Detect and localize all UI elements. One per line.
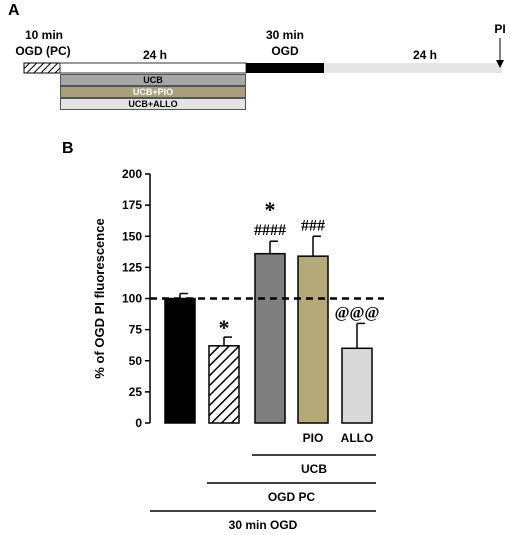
group-label-ucb: UCB xyxy=(301,462,327,476)
x-category-label: ALLO xyxy=(341,431,374,445)
timeline-rest2-segment xyxy=(324,63,502,73)
y-tick-label: 75 xyxy=(129,323,143,337)
pi-arrow-head xyxy=(496,60,504,68)
group-label-ogd-pc: OGD PC xyxy=(268,490,316,504)
timeline-ogd-segment xyxy=(246,63,324,73)
ogd-title-line1: 30 min xyxy=(265,28,304,42)
y-axis-title: % of OGD PI fluorescence xyxy=(92,218,107,378)
y-tick-label: 200 xyxy=(122,167,142,181)
bar-2 xyxy=(254,252,286,424)
panel-b-letter: B xyxy=(62,140,74,157)
bar-0 xyxy=(164,297,196,424)
y-tick-label: 125 xyxy=(122,260,142,274)
interval2-label: 24 h xyxy=(412,48,437,62)
bar-3 xyxy=(297,255,329,424)
treatment-bar-ucb-allo: UCB+ALLO xyxy=(60,98,246,110)
interval1-label: 24 h xyxy=(142,48,167,62)
y-tick-label: 50 xyxy=(129,354,143,368)
significance-marker: ### xyxy=(301,217,325,234)
pi-label: PI xyxy=(494,22,506,36)
group-label-ogd30: 30 min OGD xyxy=(229,518,298,532)
significance-marker: * xyxy=(219,315,230,340)
treatment-bar-ucb: UCB xyxy=(60,74,246,86)
y-tick-label: 0 xyxy=(135,416,142,430)
pc-title-line1: 10 min xyxy=(24,28,63,42)
significance-marker: * xyxy=(265,197,276,222)
y-tick-label: 175 xyxy=(122,198,142,212)
treatment-bar-ucb-pio: UCB+PIO xyxy=(60,86,246,98)
panel-a-letter: A xyxy=(8,2,20,19)
bar-1 xyxy=(208,345,240,424)
pc-title-line2: OGD (PC) xyxy=(15,44,71,58)
y-tick-label: 25 xyxy=(129,385,143,399)
timeline-svg xyxy=(23,38,504,74)
x-category-label: PIO xyxy=(303,431,324,445)
significance-marker: #### xyxy=(254,222,286,239)
bar-4 xyxy=(341,347,373,424)
y-tick-label: 150 xyxy=(122,229,142,243)
ogd-title-line2: OGD xyxy=(271,44,299,58)
significance-marker: @@@ xyxy=(335,304,380,321)
y-tick-label: 100 xyxy=(122,292,142,306)
